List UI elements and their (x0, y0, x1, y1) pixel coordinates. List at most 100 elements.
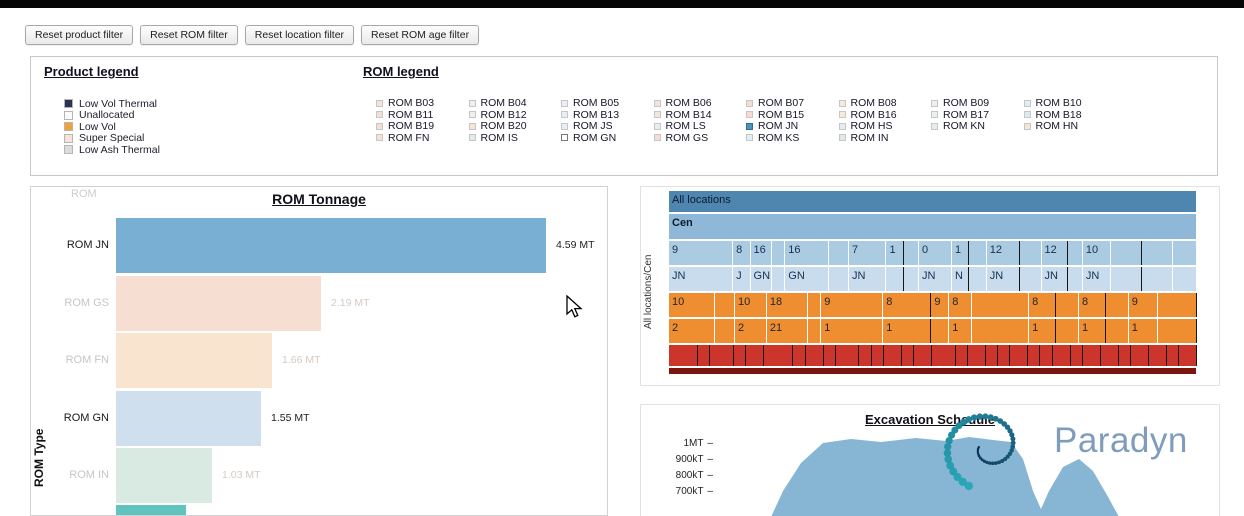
icicle-segment[interactable]: 12 (986, 241, 1020, 265)
icicle-segment[interactable] (901, 345, 915, 366)
icicle-segment[interactable]: 9 (931, 293, 950, 317)
rom-legend-item[interactable]: ROM B03 (376, 97, 469, 109)
icicle-segment[interactable] (835, 345, 860, 366)
icicle-segment[interactable] (1158, 293, 1198, 317)
reset-product-filter-button[interactable]: Reset product filter (25, 25, 134, 45)
icicle-segment[interactable]: 1 (1128, 319, 1159, 343)
icicle-segment[interactable] (1106, 319, 1129, 343)
icicle-segment[interactable]: 8 (1078, 293, 1107, 317)
reset-location-filter-button[interactable]: Reset location filter (244, 25, 355, 45)
icicle-segment[interactable] (997, 345, 1011, 366)
icicle-segment[interactable] (746, 345, 765, 366)
icicle-segment[interactable]: 0 (918, 241, 952, 265)
icicle-segment[interactable] (669, 368, 1197, 374)
rom-legend-item[interactable]: ROM JN (746, 120, 839, 132)
rom-legend-item[interactable]: ROM B16 (838, 109, 932, 121)
icicle-segment[interactable] (1028, 345, 1041, 366)
icicle-segment[interactable]: JN (1041, 267, 1068, 291)
icicle-segment[interactable]: J (733, 267, 751, 291)
icicle-segment[interactable] (903, 267, 919, 291)
icicle-segment[interactable] (971, 293, 1030, 317)
icicle-segment[interactable] (971, 319, 1030, 343)
icicle-segment[interactable] (1082, 345, 1101, 366)
icicle-segment[interactable]: 7 (849, 241, 887, 265)
icicle-segment[interactable] (1056, 319, 1079, 343)
rom-legend-item[interactable]: ROM B14 (653, 109, 747, 121)
rom-legend-item[interactable]: ROM B05 (561, 97, 654, 109)
rom-legend-item[interactable]: ROM B15 (746, 109, 839, 121)
icicle-segment[interactable] (1067, 267, 1083, 291)
icicle-segment[interactable] (883, 345, 902, 366)
icicle-segment[interactable] (807, 319, 822, 343)
rom-legend-item[interactable]: ROM B09 (931, 97, 1024, 109)
product-legend-item[interactable]: Low Vol Thermal (64, 98, 160, 110)
icicle-segment[interactable]: 21 (766, 319, 808, 343)
icicle-segment[interactable] (1118, 345, 1131, 366)
icicle-segment[interactable] (772, 267, 786, 291)
icicle-segment[interactable] (955, 345, 968, 366)
icicle-segment[interactable]: 9 (1128, 293, 1159, 317)
icicle-segment[interactable]: All locations (669, 191, 1197, 212)
icicle-segment[interactable]: 1 (1029, 319, 1057, 343)
product-legend-item[interactable]: Low Vol (64, 121, 160, 133)
icicle-segment[interactable] (1111, 267, 1143, 291)
icicle-segment[interactable] (931, 345, 956, 366)
rom-legend-item[interactable]: ROM LS (653, 120, 747, 132)
icicle-segment[interactable]: JN (1082, 267, 1112, 291)
reset-rom-age-filter-button[interactable]: Reset ROM age filter (361, 25, 480, 45)
rom-legend-item[interactable]: ROM B17 (931, 109, 1024, 121)
icicle-segment[interactable] (1052, 345, 1071, 366)
icicle-segment[interactable]: 1 (949, 319, 972, 343)
icicle-segment[interactable]: 8 (949, 293, 972, 317)
icicle-segment[interactable]: 9 (669, 241, 734, 265)
tonnage-bar-partial[interactable] (116, 505, 186, 515)
rom-legend-item[interactable]: ROM B08 (838, 97, 932, 109)
icicle-segment[interactable]: 12 (1041, 241, 1068, 265)
icicle-segment[interactable]: 8 (1029, 293, 1057, 317)
icicle-segment[interactable] (1178, 345, 1197, 366)
icicle-segment[interactable]: 8 (883, 293, 932, 317)
icicle-segment[interactable] (903, 241, 919, 265)
icicle-segment[interactable]: 10 (1082, 241, 1112, 265)
rom-legend-item[interactable]: ROM IS (468, 132, 562, 144)
rom-legend-item[interactable]: ROM KN (931, 120, 1024, 132)
icicle-segment[interactable]: JN (849, 267, 887, 291)
icicle-segment[interactable] (710, 345, 734, 366)
icicle-segment[interactable] (807, 293, 822, 317)
tonnage-bar[interactable] (116, 218, 546, 273)
icicle-segment[interactable]: 1 (821, 319, 884, 343)
icicle-segment[interactable] (1142, 267, 1173, 291)
icicle-segment[interactable] (714, 319, 735, 343)
icicle-segment[interactable] (793, 345, 806, 366)
icicle-segment[interactable] (967, 345, 986, 366)
icicle-segment[interactable] (914, 345, 932, 366)
icicle-segment[interactable] (1148, 345, 1167, 366)
tonnage-bar[interactable] (116, 275, 321, 331)
icicle-segment[interactable]: Cen (669, 214, 1197, 239)
rom-legend-item[interactable]: ROM B10 (1023, 97, 1117, 109)
icicle-segment[interactable] (1056, 293, 1079, 317)
icicle-segment[interactable] (669, 345, 699, 366)
rom-legend-item[interactable]: ROM B20 (468, 120, 562, 132)
icicle-segment[interactable]: 1 (951, 241, 970, 265)
icicle-segment[interactable] (859, 345, 872, 366)
rom-legend-item[interactable]: ROM FN (376, 132, 469, 144)
icicle-segment[interactable] (969, 241, 987, 265)
rom-legend-item[interactable]: ROM B13 (561, 109, 654, 121)
tonnage-bar[interactable] (116, 448, 212, 504)
icicle-segment[interactable]: 10 (735, 293, 767, 317)
icicle-segment[interactable]: 2 (669, 319, 715, 343)
rom-legend-item[interactable]: ROM B07 (746, 97, 839, 109)
product-legend-item[interactable]: Unallocated (64, 109, 160, 121)
icicle-segment[interactable] (764, 345, 794, 366)
rom-legend-item[interactable]: ROM HS (838, 120, 932, 132)
icicle-segment[interactable] (931, 319, 950, 343)
icicle-segment[interactable] (1067, 241, 1083, 265)
icicle-segment[interactable]: JN (918, 267, 952, 291)
icicle-segment[interactable] (1130, 345, 1149, 366)
icicle-segment[interactable]: 1 (1078, 319, 1107, 343)
icicle-segment[interactable]: 18 (766, 293, 808, 317)
rom-legend-item[interactable]: ROM B12 (468, 109, 562, 121)
icicle-segment[interactable]: 1 (886, 241, 904, 265)
icicle-segment[interactable] (1070, 345, 1083, 366)
